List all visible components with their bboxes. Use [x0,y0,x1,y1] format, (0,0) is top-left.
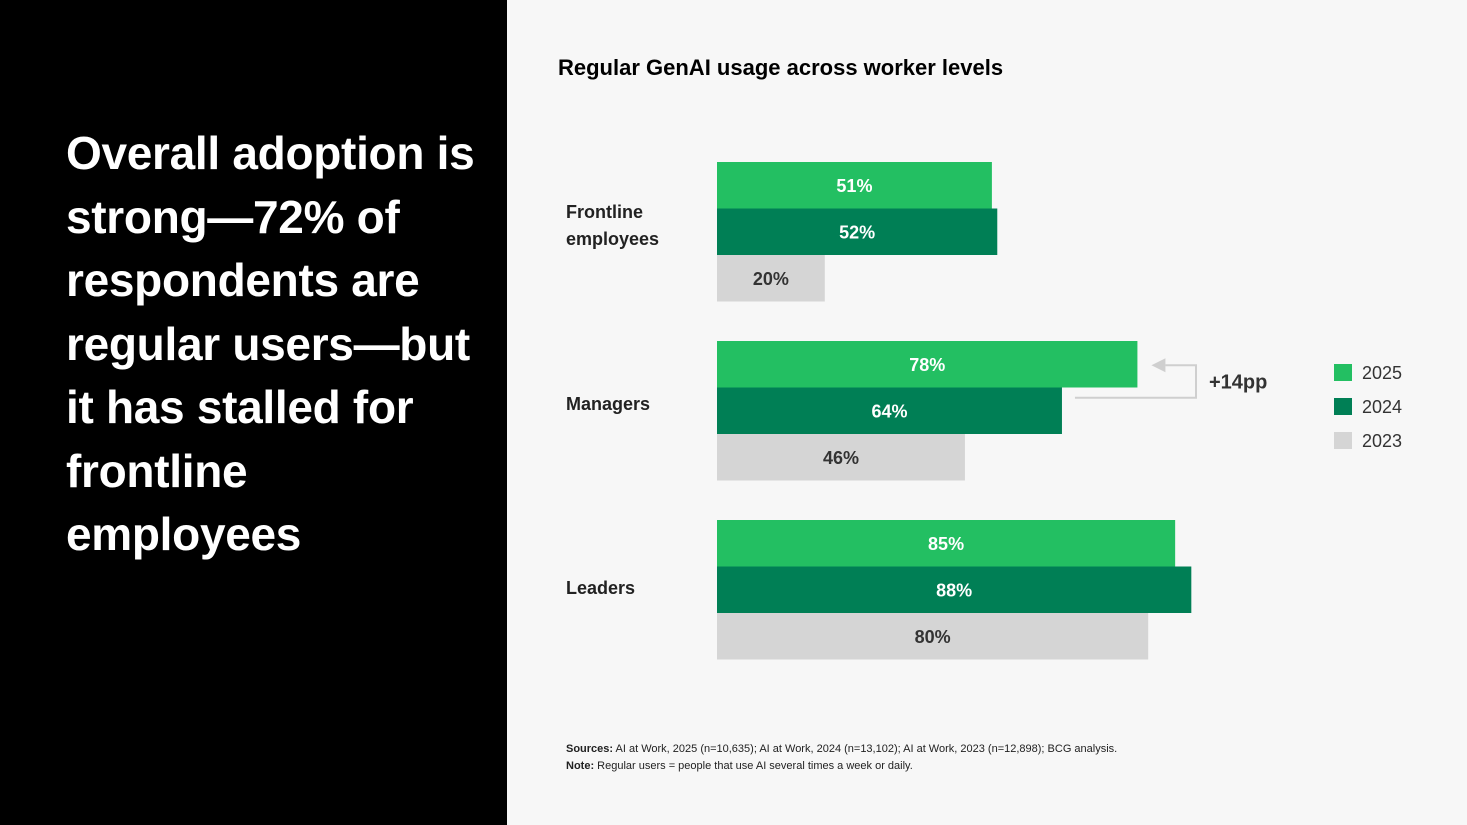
legend-label-2023: 2023 [1362,431,1402,451]
headline-panel: Overall adoption is strong—72% of respon… [0,0,507,825]
data-label-2024-0: 52% [839,222,875,242]
category-label-frontline: Frontline employees [566,202,660,249]
sources-label: Sources: [566,743,614,755]
note-label: Note: [566,759,595,772]
sources-line: Sources: AI at Work, 2025 (n=10,635); AI… [566,741,1117,758]
legend-swatch-2023 [1334,432,1352,449]
annotation-label: +14pp [1209,372,1267,394]
bar-2023-1 [717,434,965,481]
data-label-2023-2: 80% [915,627,951,647]
chart-title: Regular GenAI usage across worker levels [558,55,1004,80]
bar-2024-2 [717,566,1192,613]
legend-swatch-2025 [1334,364,1352,381]
data-label-2025-1: 78% [909,355,945,375]
bar-2023-0 [717,255,825,302]
bar-2025-0 [717,162,992,209]
footnotes: Sources: AI at Work, 2025 (n=10,635); AI… [566,741,1117,774]
legend-swatch-2024 [1334,398,1352,415]
annotation-bracket [1074,364,1197,399]
data-label-2023-0: 20% [753,269,789,289]
legend-label-2024: 2024 [1362,397,1402,417]
category-label-leaders: Leaders [566,578,636,598]
legend-label-2025: 2025 [1362,363,1402,383]
data-label-2024-1: 64% [871,401,907,421]
bar-2024-1 [717,387,1062,434]
note-text: Regular users = people that use AI sever… [597,759,913,772]
bar-2024-0 [717,208,998,255]
annotation-arrowhead [1151,358,1166,373]
note-line: Note: Regular users = people that use AI… [566,758,1117,775]
bar-2025-2 [717,520,1176,567]
data-label-2025-0: 51% [836,176,872,196]
bar-2023-2 [717,613,1149,660]
data-label-2025-2: 85% [928,534,964,554]
data-label-2024-2: 88% [936,580,972,600]
category-label-managers: Managers [566,394,651,414]
sources-text: AI at Work, 2025 (n=10,635); AI at Work,… [615,743,1118,755]
headline: Overall adoption is strong—72% of respon… [66,127,475,560]
bar-2025-1 [717,341,1138,388]
data-label-2023-1: 46% [823,448,859,468]
